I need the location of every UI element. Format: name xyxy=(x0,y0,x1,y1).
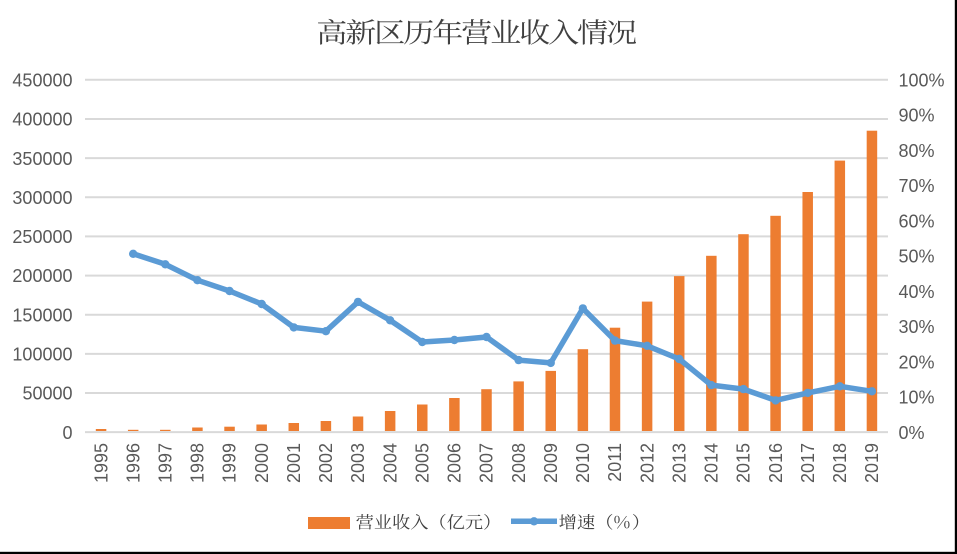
svg-text:2002: 2002 xyxy=(316,443,336,483)
svg-text:1998: 1998 xyxy=(188,443,208,483)
svg-text:2018: 2018 xyxy=(830,443,850,483)
svg-text:1996: 1996 xyxy=(123,443,143,483)
svg-text:450000: 450000 xyxy=(12,71,72,91)
svg-text:1999: 1999 xyxy=(220,443,240,483)
svg-text:400000: 400000 xyxy=(12,110,72,130)
svg-text:350000: 350000 xyxy=(12,149,72,169)
svg-text:2007: 2007 xyxy=(477,443,497,483)
svg-text:10%: 10% xyxy=(899,388,935,408)
svg-text:60%: 60% xyxy=(899,211,935,231)
svg-text:100%: 100% xyxy=(899,71,945,91)
svg-text:300000: 300000 xyxy=(12,188,72,208)
svg-text:0: 0 xyxy=(62,423,72,443)
svg-text:2015: 2015 xyxy=(734,443,754,483)
svg-text:150000: 150000 xyxy=(12,305,72,325)
svg-text:2005: 2005 xyxy=(412,443,432,483)
svg-text:2011: 2011 xyxy=(605,443,625,482)
svg-text:2000: 2000 xyxy=(252,443,272,483)
svg-text:200000: 200000 xyxy=(12,266,72,286)
svg-text:30%: 30% xyxy=(899,317,935,337)
svg-text:2019: 2019 xyxy=(862,443,882,483)
svg-text:20%: 20% xyxy=(899,352,935,372)
svg-text:2004: 2004 xyxy=(380,443,400,483)
svg-text:2003: 2003 xyxy=(348,443,368,483)
svg-text:2010: 2010 xyxy=(573,443,593,483)
svg-text:80%: 80% xyxy=(899,141,935,161)
svg-text:1995: 1995 xyxy=(91,443,111,483)
svg-text:50000: 50000 xyxy=(22,384,72,404)
svg-text:0%: 0% xyxy=(899,423,925,443)
svg-text:70%: 70% xyxy=(899,176,935,196)
svg-text:250000: 250000 xyxy=(12,227,72,247)
svg-text:50%: 50% xyxy=(899,247,935,267)
svg-text:2006: 2006 xyxy=(445,443,465,483)
svg-text:1997: 1997 xyxy=(156,443,176,483)
svg-text:100000: 100000 xyxy=(12,345,72,365)
svg-text:2014: 2014 xyxy=(702,443,722,483)
svg-text:2008: 2008 xyxy=(509,443,529,483)
svg-text:90%: 90% xyxy=(899,106,935,126)
svg-text:2001: 2001 xyxy=(284,443,304,483)
svg-text:2017: 2017 xyxy=(798,443,818,483)
svg-text:2009: 2009 xyxy=(541,443,561,483)
svg-text:2013: 2013 xyxy=(669,443,689,483)
svg-text:2012: 2012 xyxy=(637,443,657,483)
svg-text:40%: 40% xyxy=(899,282,935,302)
svg-text:2016: 2016 xyxy=(766,443,786,483)
